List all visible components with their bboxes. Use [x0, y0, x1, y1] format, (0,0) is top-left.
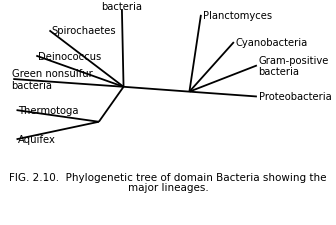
Text: major lineages.: major lineages. [128, 182, 208, 192]
Text: Aquifex: Aquifex [18, 135, 56, 145]
Text: Deinococcus: Deinococcus [38, 52, 101, 61]
Text: Green sulfur
bacteria: Green sulfur bacteria [91, 0, 153, 12]
Text: FIG. 2.10.  Phylogenetic tree of domain Bacteria showing the: FIG. 2.10. Phylogenetic tree of domain B… [9, 172, 327, 182]
Text: Planctomyces: Planctomyces [203, 11, 272, 21]
Text: Cyanobacteria: Cyanobacteria [236, 38, 308, 48]
Text: Proteobacteria: Proteobacteria [258, 92, 331, 102]
Text: Gram-positive
bacteria: Gram-positive bacteria [258, 55, 329, 77]
Text: Spirochaetes: Spirochaetes [51, 26, 116, 36]
Text: Green nonsulfur
bacteria: Green nonsulfur bacteria [11, 69, 92, 90]
Text: Thermotoga: Thermotoga [18, 106, 79, 116]
